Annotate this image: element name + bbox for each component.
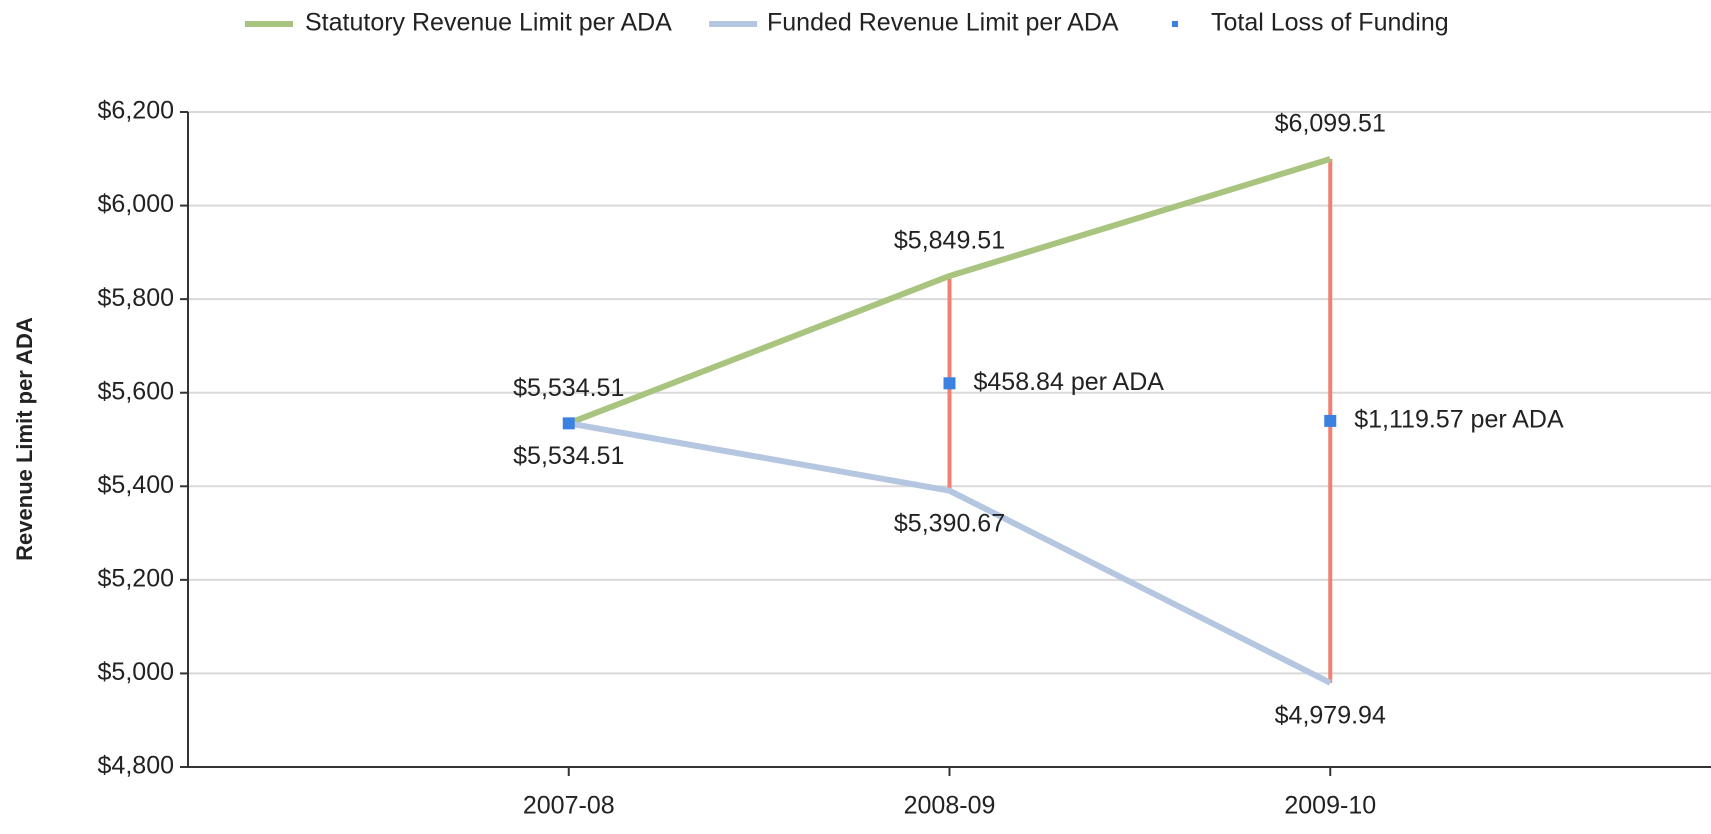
y-tick-label: $4,800 (98, 752, 174, 780)
series-line (568, 420, 1332, 686)
y-tick-label: $6,000 (98, 190, 174, 218)
data-label: $5,390.67 (894, 509, 1005, 537)
y-tick-label: $5,600 (98, 377, 174, 405)
data-label: $5,534.51 (513, 374, 624, 402)
data-label: $6,099.51 (1275, 110, 1386, 138)
y-tick-label: $5,200 (98, 564, 174, 592)
legend-label: Total Loss of Funding (1211, 9, 1449, 37)
loss-marker (943, 377, 956, 390)
data-label: $5,534.51 (513, 442, 624, 470)
y-tick-label: $6,200 (98, 97, 174, 125)
series-line (567, 156, 1332, 427)
data-label: $5,849.51 (894, 227, 1005, 255)
y-tick-label: $5,800 (98, 284, 174, 312)
legend-swatch (1172, 21, 1178, 27)
y-axis-label: Revenue Limit per ADA (12, 317, 37, 561)
data-label: $1,119.57 per ADA (1354, 406, 1564, 434)
loss-marker (562, 417, 575, 430)
loss-marker (1324, 414, 1337, 427)
y-tick-label: $5,400 (98, 471, 174, 499)
data-label: $4,979.94 (1275, 701, 1386, 729)
legend-label: Funded Revenue Limit per ADA (767, 9, 1119, 37)
data-label: $458.84 per ADA (974, 368, 1165, 396)
y-tick-label: $5,000 (98, 658, 174, 686)
x-tick-label: 2009-10 (1284, 792, 1376, 820)
x-tick-label: 2007-08 (523, 792, 615, 820)
legend-label: Statutory Revenue Limit per ADA (305, 9, 672, 37)
x-tick-label: 2008-09 (904, 792, 996, 820)
